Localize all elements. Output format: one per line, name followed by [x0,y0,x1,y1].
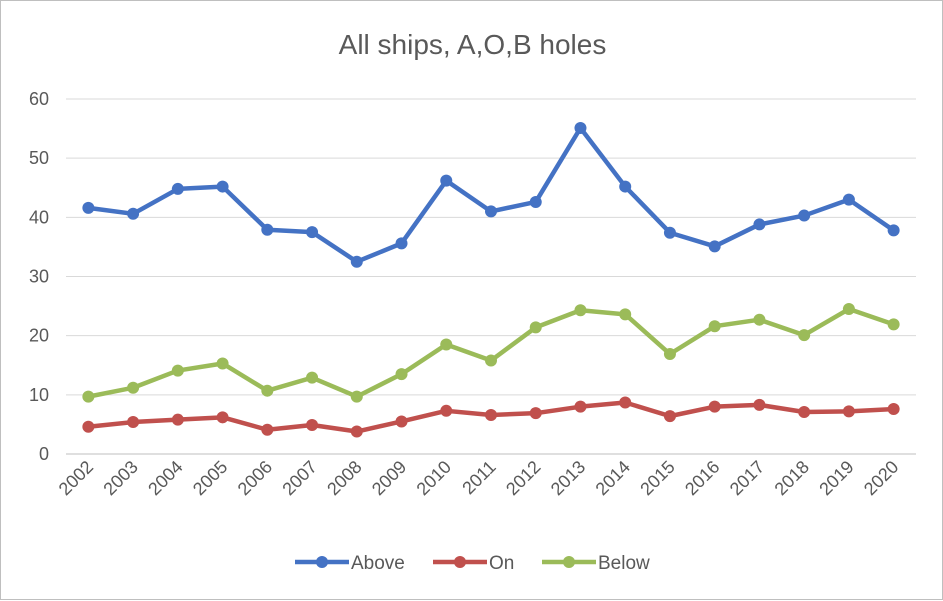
data-point-above [171,182,184,195]
x-tick-label: 2009 [368,457,410,499]
data-point-below [753,313,766,326]
data-point-on [529,407,542,420]
data-point-below [842,303,855,316]
data-point-above [529,195,542,208]
x-tick-label: 2011 [458,457,500,499]
y-tick-label: 50 [29,148,49,168]
data-point-below [306,371,319,384]
data-point-on [261,423,274,436]
x-tick-label: 2019 [815,457,857,499]
data-point-above [261,223,274,236]
data-point-above [842,193,855,206]
x-tick-label: 2003 [99,457,141,499]
data-point-above [798,209,811,222]
legend-label: Below [598,553,650,574]
data-point-above [663,226,676,239]
data-point-above [887,224,900,237]
data-point-above [127,207,140,220]
y-tick-label: 0 [39,444,49,464]
data-point-on [753,398,766,411]
data-point-on [440,404,453,417]
x-tick-label: 2007 [278,457,320,499]
x-tick-label: 2016 [681,457,723,499]
data-point-above [574,121,587,134]
x-tick-label: 2014 [592,457,634,499]
chart-title: All ships, A,O,B holes [338,29,607,60]
data-point-below [887,318,900,331]
data-point-above [82,201,95,214]
data-point-on [216,411,229,424]
data-point-on [842,405,855,418]
data-point-above [395,237,408,250]
legend-marker-below [563,556,575,568]
data-point-above [440,174,453,187]
data-point-below [171,364,184,377]
y-tick-label: 20 [29,326,49,346]
data-point-below [798,329,811,342]
data-point-above [350,255,363,268]
data-point-above [708,240,721,253]
data-point-above [753,218,766,231]
data-point-above [485,205,497,218]
data-point-below [440,338,453,351]
data-point-below [663,348,676,361]
x-tick-label: 2013 [547,457,589,499]
legend-label: On [489,553,514,574]
data-point-on [798,405,811,418]
data-point-on [171,413,184,426]
x-tick-label: 2018 [771,457,813,499]
data-point-below [82,390,95,403]
x-tick-label: 2002 [55,457,97,499]
data-point-on [485,408,497,421]
data-point-below [529,321,542,334]
data-point-below [485,354,497,367]
x-tick-label: 2006 [234,457,276,499]
x-tick-label: 2010 [413,457,455,499]
data-point-below [216,357,229,370]
data-point-below [619,308,632,321]
data-point-on [306,419,319,432]
data-point-below [574,304,587,317]
x-tick-label: 2005 [189,457,231,499]
data-point-on [619,396,632,409]
data-point-on [663,410,676,423]
x-tick-label: 2020 [860,457,902,499]
legend-marker-on [454,556,466,568]
data-point-on [395,415,408,428]
data-point-above [306,226,319,239]
data-point-below [350,390,363,403]
data-point-below [261,384,274,397]
x-tick-label: 2017 [726,457,768,499]
data-point-below [127,381,140,394]
legend-marker-above [316,556,328,568]
data-point-on [350,425,363,438]
y-tick-label: 40 [29,207,49,227]
data-point-above [216,180,229,193]
data-point-on [127,416,140,429]
series-line-below [86,306,896,399]
data-point-below [395,368,408,381]
legend-label: Above [351,553,405,574]
data-point-on [574,400,587,413]
data-point-on [887,403,900,416]
y-tick-label: 30 [29,267,49,287]
x-tick-label: 2015 [636,457,678,499]
x-tick-label: 2008 [323,457,365,499]
data-point-below [708,320,721,333]
x-tick-label: 2004 [144,457,186,499]
series-line-above [86,125,896,264]
x-tick-label: 2012 [502,457,544,499]
y-tick-label: 10 [29,385,49,405]
data-point-above [619,180,632,193]
data-point-on [708,400,721,413]
data-point-on [82,420,95,433]
y-tick-label: 60 [29,89,49,109]
